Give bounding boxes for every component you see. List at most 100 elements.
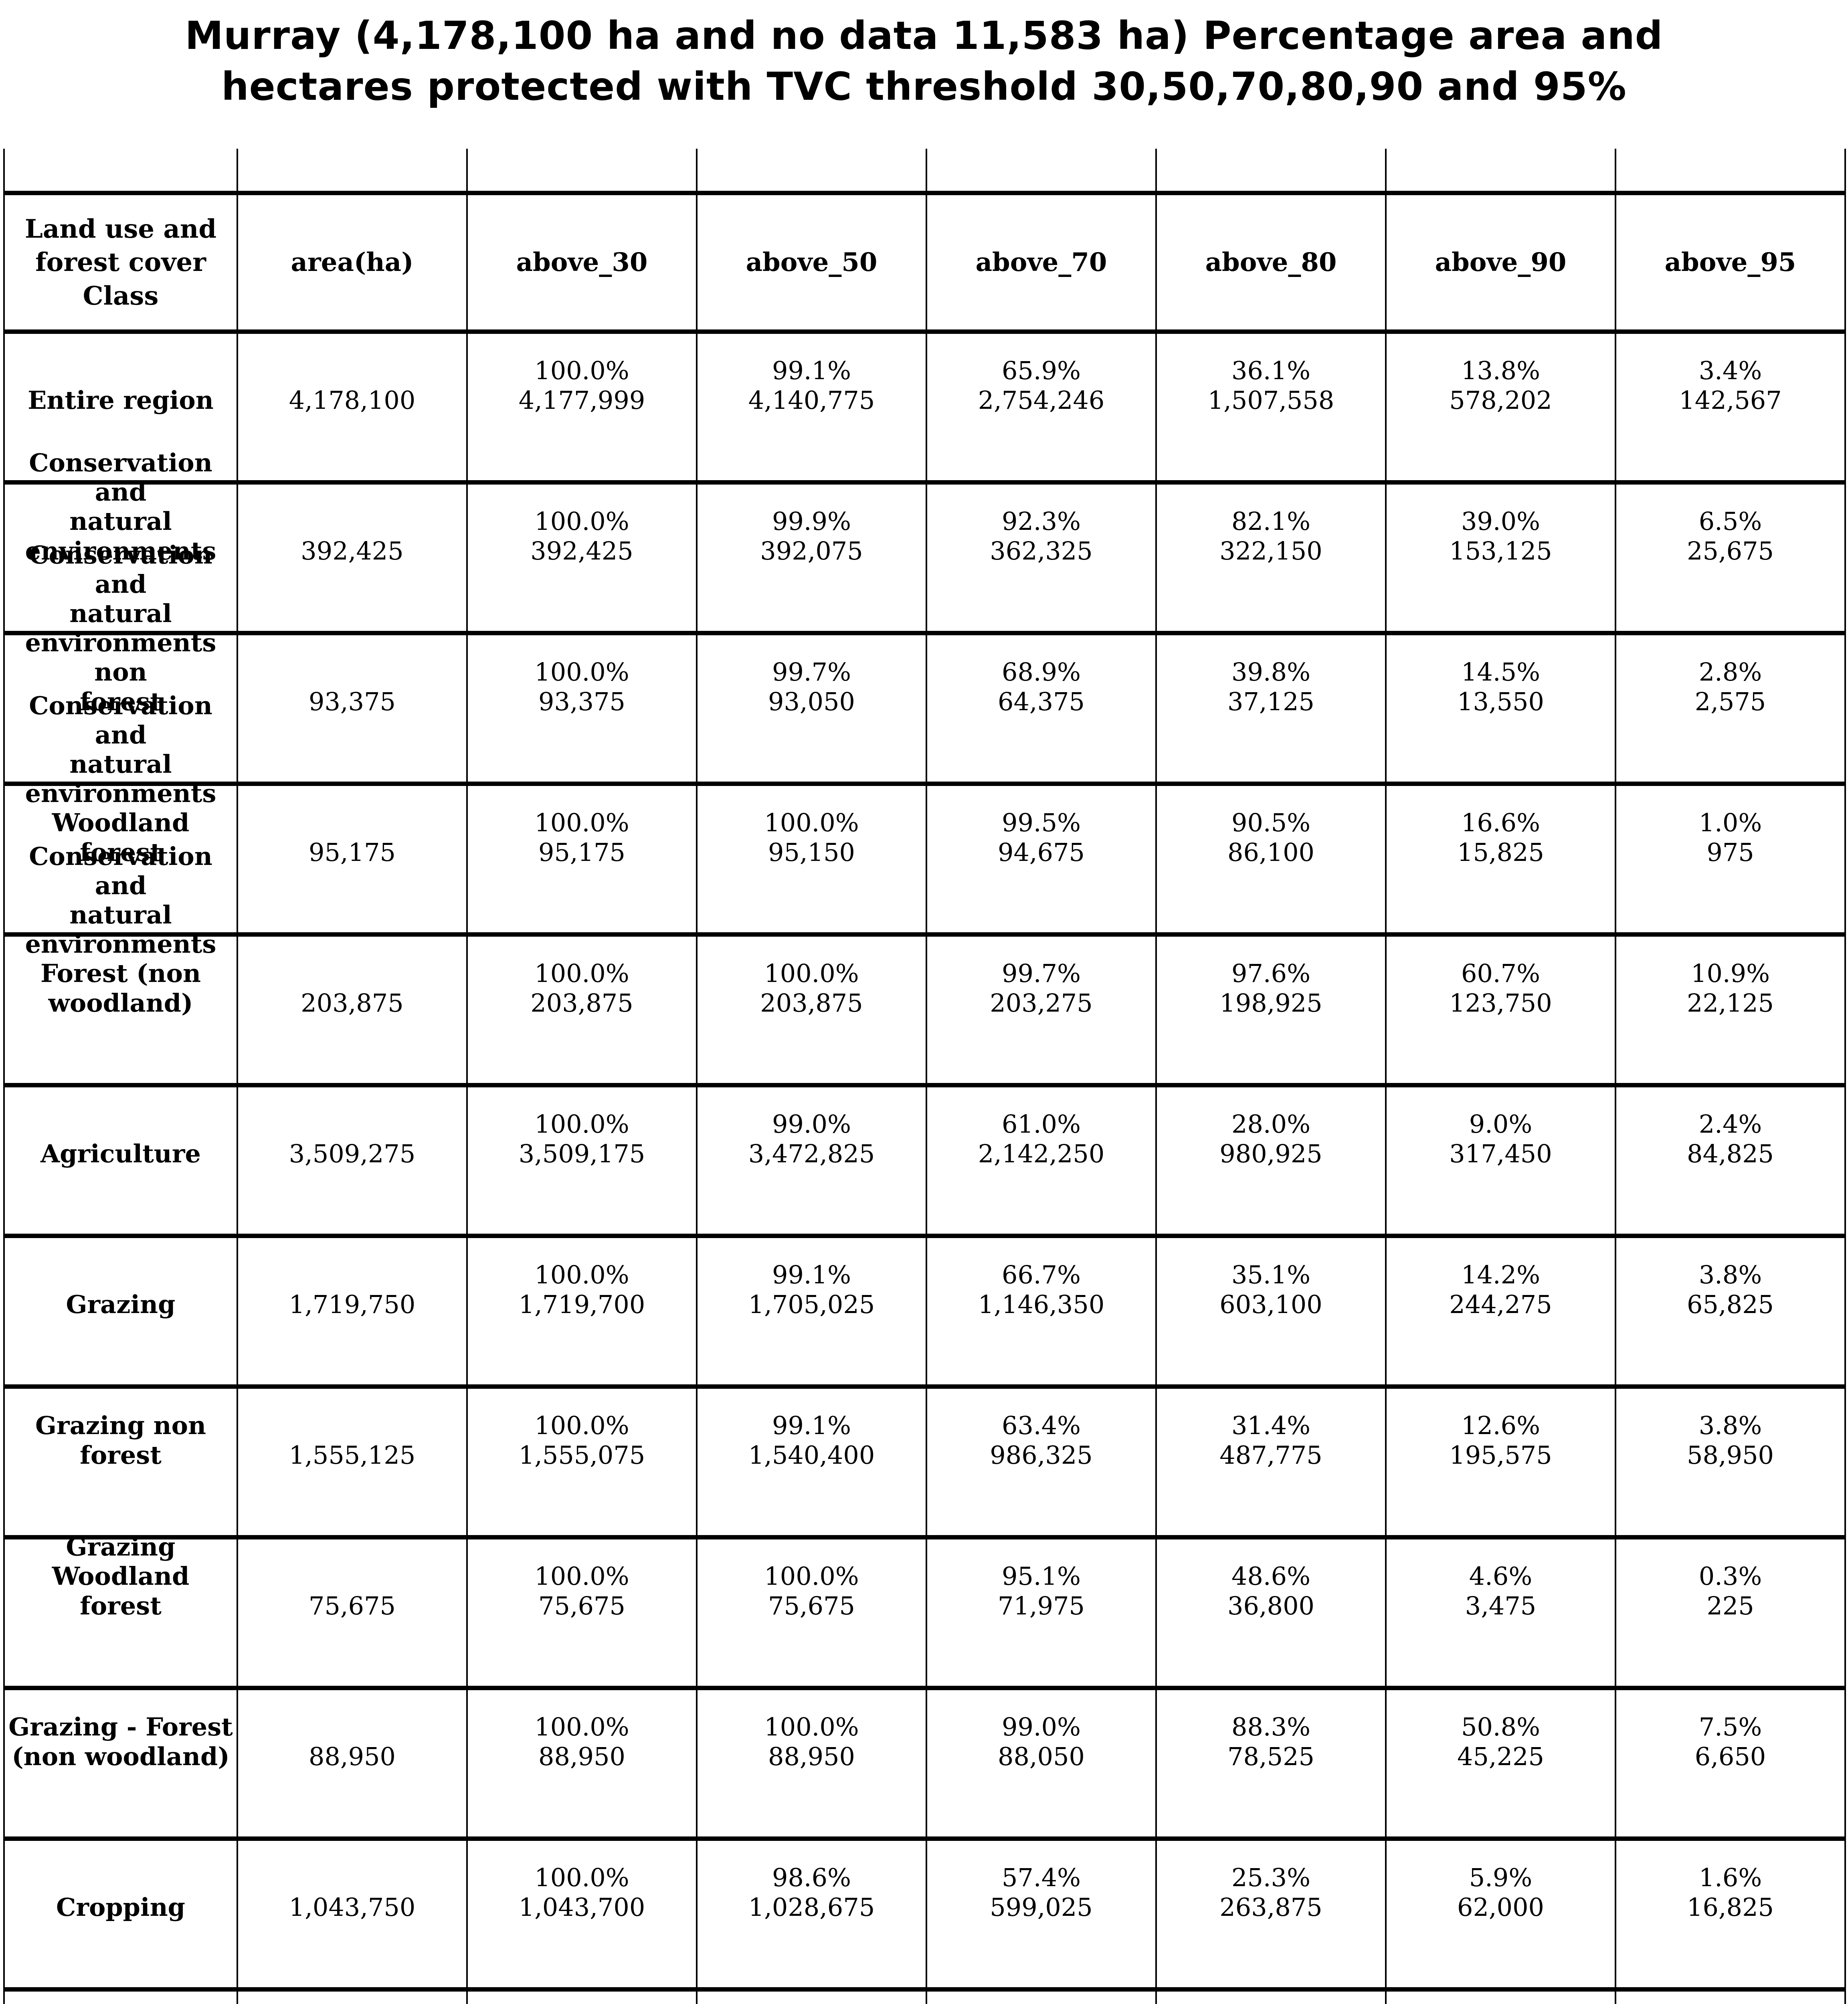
percent-value: 14.5% (1461, 657, 1540, 687)
percent-value: 100.0% (764, 808, 859, 838)
percent-value: 92.3% (1002, 507, 1081, 536)
percent-value: 100.0% (534, 1260, 629, 1290)
hectares-value: 65,825 (1687, 1289, 1774, 1319)
percent-value: 39.0% (1461, 507, 1540, 536)
hectares-value: 22,125 (1687, 988, 1774, 1018)
percent-value: 9.0% (1469, 1109, 1533, 1139)
hectares-value: 153,125 (1449, 536, 1552, 566)
percent-value: 12.6% (1461, 1411, 1540, 1440)
percent-value: 68.9% (1002, 657, 1081, 687)
row-label: Conservation and natural environments no… (25, 540, 216, 716)
percent-value: 82.1% (1231, 507, 1310, 536)
hectares-value: 93,050 (768, 687, 855, 716)
percent-value: 99.0% (772, 1109, 851, 1139)
hectares-value: 6,650 (1694, 1741, 1766, 1771)
percent-value: 35.1% (1231, 1260, 1310, 1290)
percent-value: 3.4% (1698, 356, 1762, 386)
table-row: Grazing 1,719,750 100.0% 1,719,700 99.1% 1… (3, 1234, 1846, 1389)
row-label: Cropping (56, 1892, 186, 1922)
row-label: Conservation and natural environments (25, 448, 216, 566)
hectares-value: 142,567 (1679, 385, 1782, 415)
percent-value: 100.0% (534, 1863, 629, 1893)
hectares-value: 86,100 (1227, 837, 1314, 867)
hectares-value: 36,800 (1227, 1591, 1314, 1620)
hectares-value: 578,202 (1449, 385, 1552, 415)
hectares-value: 203,275 (990, 988, 1093, 1018)
hectares-value: 203,875 (530, 988, 633, 1018)
percent-value: 100.0% (534, 657, 629, 687)
row-label: Conservation and natural environments Wo… (25, 691, 216, 867)
hectares-value: 263,875 (1219, 1892, 1322, 1922)
hectares-value: 93,375 (538, 687, 625, 716)
percent-value: 7.5% (1698, 1712, 1762, 1742)
percent-value: 99.1% (772, 356, 851, 386)
table-row: Cropping 1,043,750 100.0% 1,043,700 98.6%… (3, 1836, 1846, 1992)
percent-value: 2.4% (1698, 1109, 1762, 1139)
hectares-value: 95,175 (538, 837, 625, 867)
row-label: Grazing (66, 1289, 176, 1319)
area-value: 3,509,275 (289, 1139, 416, 1168)
area-value: 95,175 (309, 837, 396, 867)
hectares-value: 123,750 (1449, 988, 1552, 1018)
percent-value: 25.3% (1231, 1863, 1310, 1893)
area-value: 93,375 (309, 687, 396, 716)
percent-value: 100.0% (534, 1411, 629, 1440)
hectares-value: 1,540,400 (748, 1440, 875, 1470)
column-header-above95: above_95 (1664, 247, 1796, 278)
hectares-value: 1,146,350 (978, 1289, 1105, 1319)
hectares-value: 244,275 (1449, 1289, 1552, 1319)
hectares-value: 25,675 (1687, 536, 1774, 566)
percent-value: 28.0% (1231, 1109, 1310, 1139)
hectares-value: 203,875 (760, 988, 863, 1018)
area-value: 392,425 (301, 536, 404, 566)
percent-value: 100.0% (764, 959, 859, 988)
percent-value: 4.6% (1469, 1562, 1533, 1591)
row-label: Agriculture (40, 1139, 201, 1168)
percent-value: 61.0% (1002, 1109, 1081, 1139)
percent-value: 5.9% (1469, 1863, 1533, 1893)
table-row: Grazing - Forest (non woodland) 88,950 1… (3, 1686, 1846, 1841)
hectares-value: 88,950 (768, 1741, 855, 1771)
percent-value: 1.0% (1698, 808, 1762, 838)
hectares-value: 64,375 (998, 687, 1085, 716)
percent-value: 99.7% (772, 657, 851, 687)
hectares-value: 392,425 (530, 536, 633, 566)
percent-value: 16.6% (1461, 808, 1540, 838)
hectares-value: 1,043,700 (518, 1892, 645, 1922)
table-row: Irrigation 745,375 100.0%745,375 99.1%73… (3, 1987, 1846, 2004)
percent-value: 65.9% (1002, 356, 1081, 386)
hectares-value: 71,975 (998, 1591, 1085, 1620)
hectares-value: 62,000 (1457, 1892, 1544, 1922)
percent-value: 63.4% (1002, 1411, 1081, 1440)
hectares-value: 2,142,250 (978, 1139, 1105, 1168)
hectares-value: 95,150 (768, 837, 855, 867)
hectares-value: 15,825 (1457, 837, 1544, 867)
hectares-value: 980,925 (1219, 1139, 1322, 1168)
percent-value: 98.6% (772, 1863, 851, 1893)
hectares-value: 75,675 (768, 1591, 855, 1620)
hectares-value: 487,775 (1219, 1440, 1322, 1470)
percent-value: 100.0% (534, 1109, 629, 1139)
table-row: Entire region 4,178,100 100.0% 4,177,999 … (3, 329, 1846, 485)
hectares-value: 225 (1706, 1591, 1754, 1620)
hectares-value: 322,150 (1219, 536, 1322, 566)
percent-value: 100.0% (764, 1562, 859, 1591)
area-value: 203,875 (301, 988, 404, 1018)
hectares-value: 3,475 (1465, 1591, 1537, 1620)
percent-value: 90.5% (1231, 808, 1310, 838)
percent-value: 3.8% (1698, 1411, 1762, 1440)
page-title: Murray (4,178,100 ha and no data 11,583 … (0, 10, 1848, 112)
percent-value: 100.0% (534, 507, 629, 536)
table-row: Conservation and natural environments no… (3, 540, 1846, 786)
hectares-value: 603,100 (1219, 1289, 1322, 1319)
hectares-value: 88,950 (538, 1741, 625, 1771)
row-label: Grazing - Forest (non woodland) (8, 1712, 233, 1771)
hectares-value: 13,550 (1457, 687, 1544, 716)
table-spacer-row (3, 149, 1846, 194)
hectares-value: 1,555,075 (518, 1440, 645, 1470)
hectares-value: 986,325 (990, 1440, 1093, 1470)
column-header-above90: above_90 (1435, 247, 1567, 278)
percent-value: 57.4% (1002, 1863, 1081, 1893)
percent-value: 100.0% (534, 1712, 629, 1742)
table-row: Grazing Woodland forest 75,675 100.0% 75,… (3, 1532, 1846, 1691)
